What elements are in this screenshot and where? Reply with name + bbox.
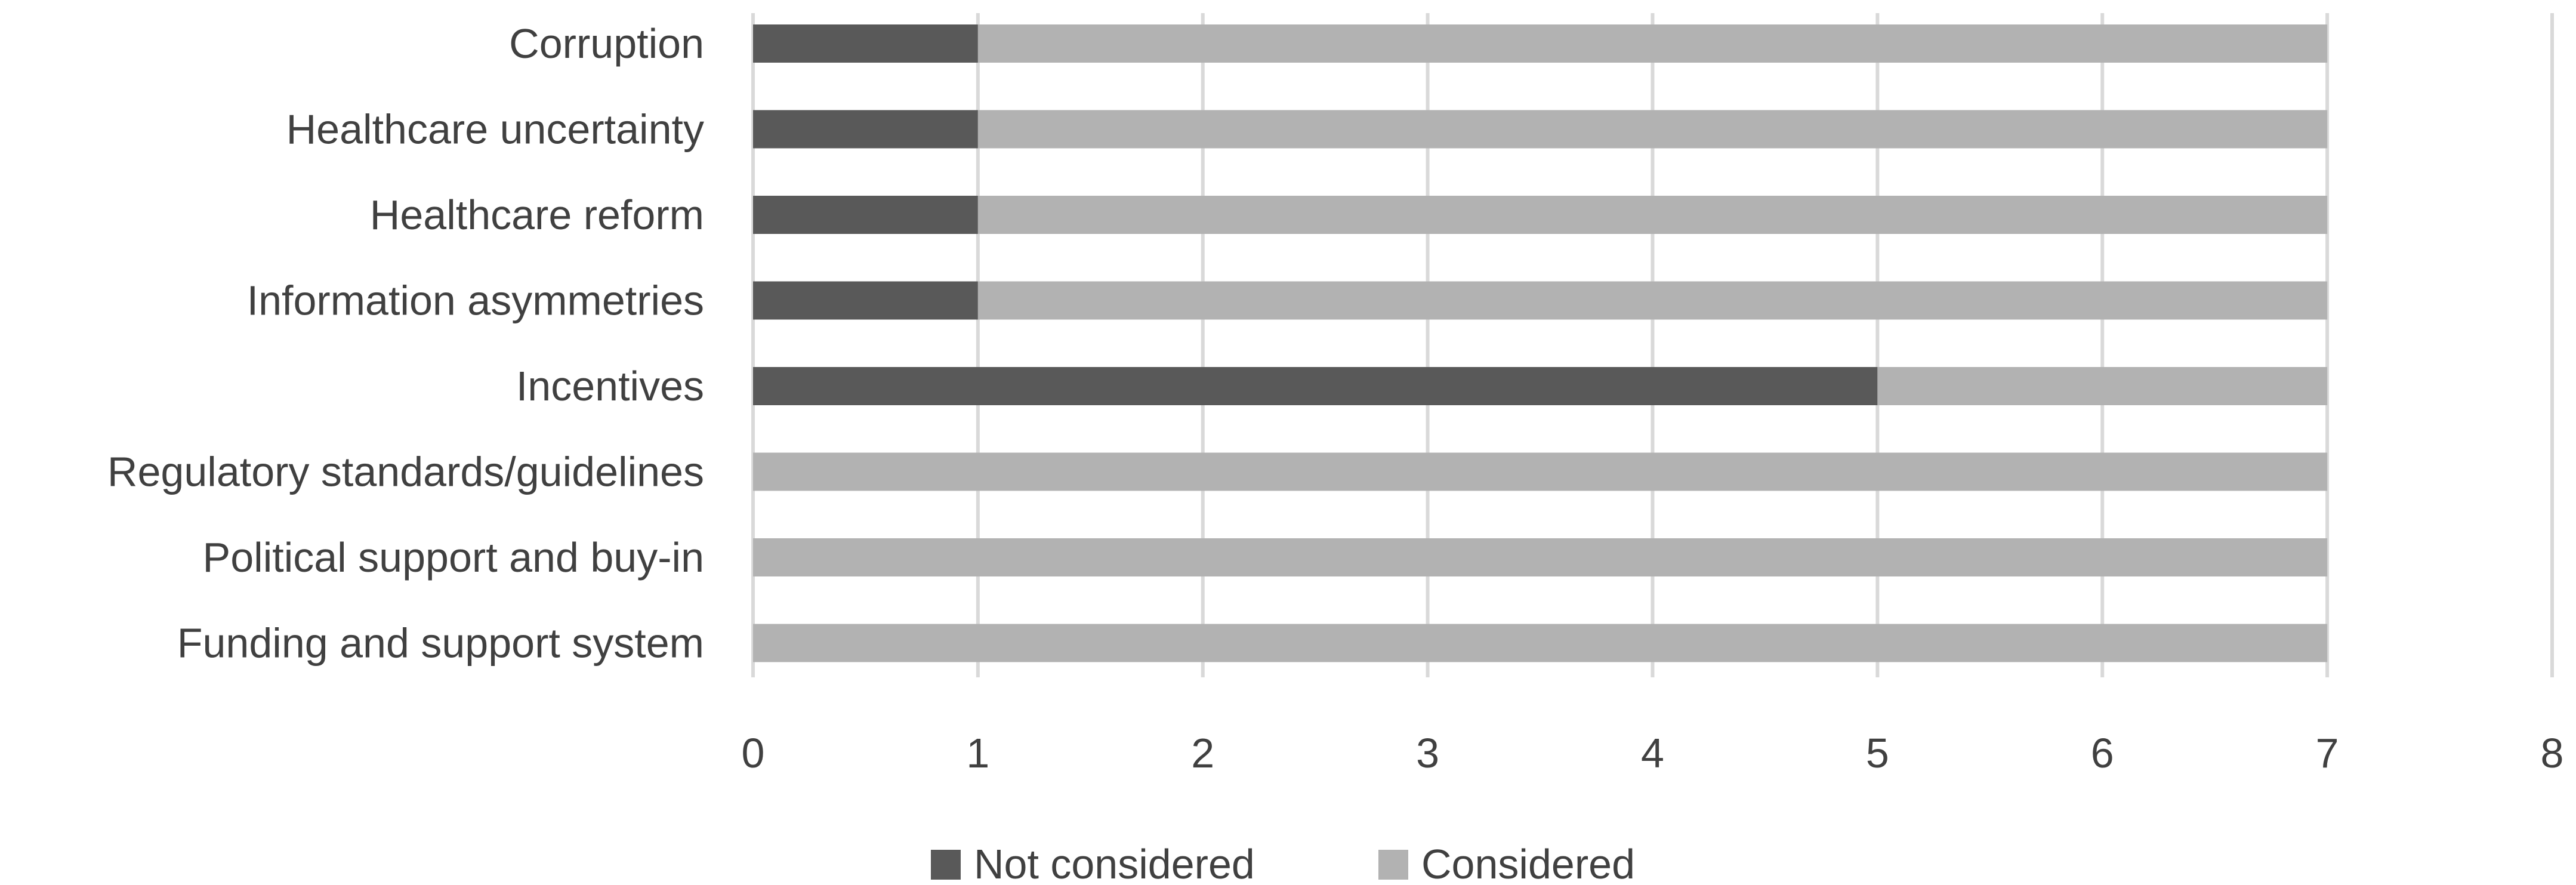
x-tick-labels: 0 1 2 3 4 5 6 7 8 — [742, 730, 2564, 776]
category-label-incentives: Incentives — [516, 363, 704, 409]
bar-considered-funding-and-support-system — [753, 624, 2328, 662]
bar-not-considered-information-asymmetries — [753, 281, 978, 320]
bar-considered-healthcare-uncertainty — [977, 110, 2328, 149]
legend-swatch-not-considered — [931, 850, 961, 880]
category-labels: Corruption Healthcare uncertainty Healthca… — [107, 20, 704, 667]
category-label-healthcare-uncertainty: Healthcare uncertainty — [286, 106, 704, 153]
bar-not-considered-healthcare-uncertainty — [753, 110, 978, 149]
category-label-healthcare-reform: Healthcare reform — [370, 192, 704, 238]
x-tick-label-4: 4 — [1641, 730, 1664, 776]
category-label-funding-and-support-system: Funding and support system — [177, 620, 704, 667]
bar-not-considered-healthcare-reform — [753, 196, 978, 234]
legend-label-not-considered: Not considered — [974, 841, 1255, 885]
bar-considered-corruption — [977, 24, 2328, 63]
bar-considered-regulatory-standards-guidelines — [753, 452, 2328, 491]
bar-not-considered-corruption — [753, 24, 978, 63]
x-tick-label-5: 5 — [1866, 730, 1889, 776]
x-tick-label-6: 6 — [2091, 730, 2114, 776]
bar-considered-healthcare-reform — [977, 196, 2328, 234]
bar-considered-political-support-and-buy-in — [753, 538, 2328, 576]
x-tick-label-1: 1 — [966, 730, 989, 776]
category-label-information-asymmetries: Information asymmetries — [247, 277, 704, 324]
x-tick-label-7: 7 — [2316, 730, 2339, 776]
x-tick-label-2: 2 — [1191, 730, 1214, 776]
bar-considered-information-asymmetries — [977, 281, 2328, 320]
category-label-regulatory-standards-guidelines: Regulatory standards/guidelines — [107, 449, 704, 495]
legend-swatch-considered — [1378, 850, 1408, 880]
legend: Not considered Considered — [931, 841, 1635, 885]
category-label-corruption: Corruption — [509, 20, 704, 67]
legend-label-considered: Considered — [1421, 841, 1635, 885]
bar-considered-incentives — [1877, 367, 2328, 405]
bars — [753, 24, 2328, 662]
x-tick-label-0: 0 — [742, 730, 765, 776]
category-label-political-support-and-buy-in: Political support and buy-in — [203, 534, 704, 581]
bar-not-considered-incentives — [753, 367, 1878, 405]
x-tick-label-8: 8 — [2541, 730, 2564, 776]
x-tick-label-3: 3 — [1416, 730, 1439, 776]
